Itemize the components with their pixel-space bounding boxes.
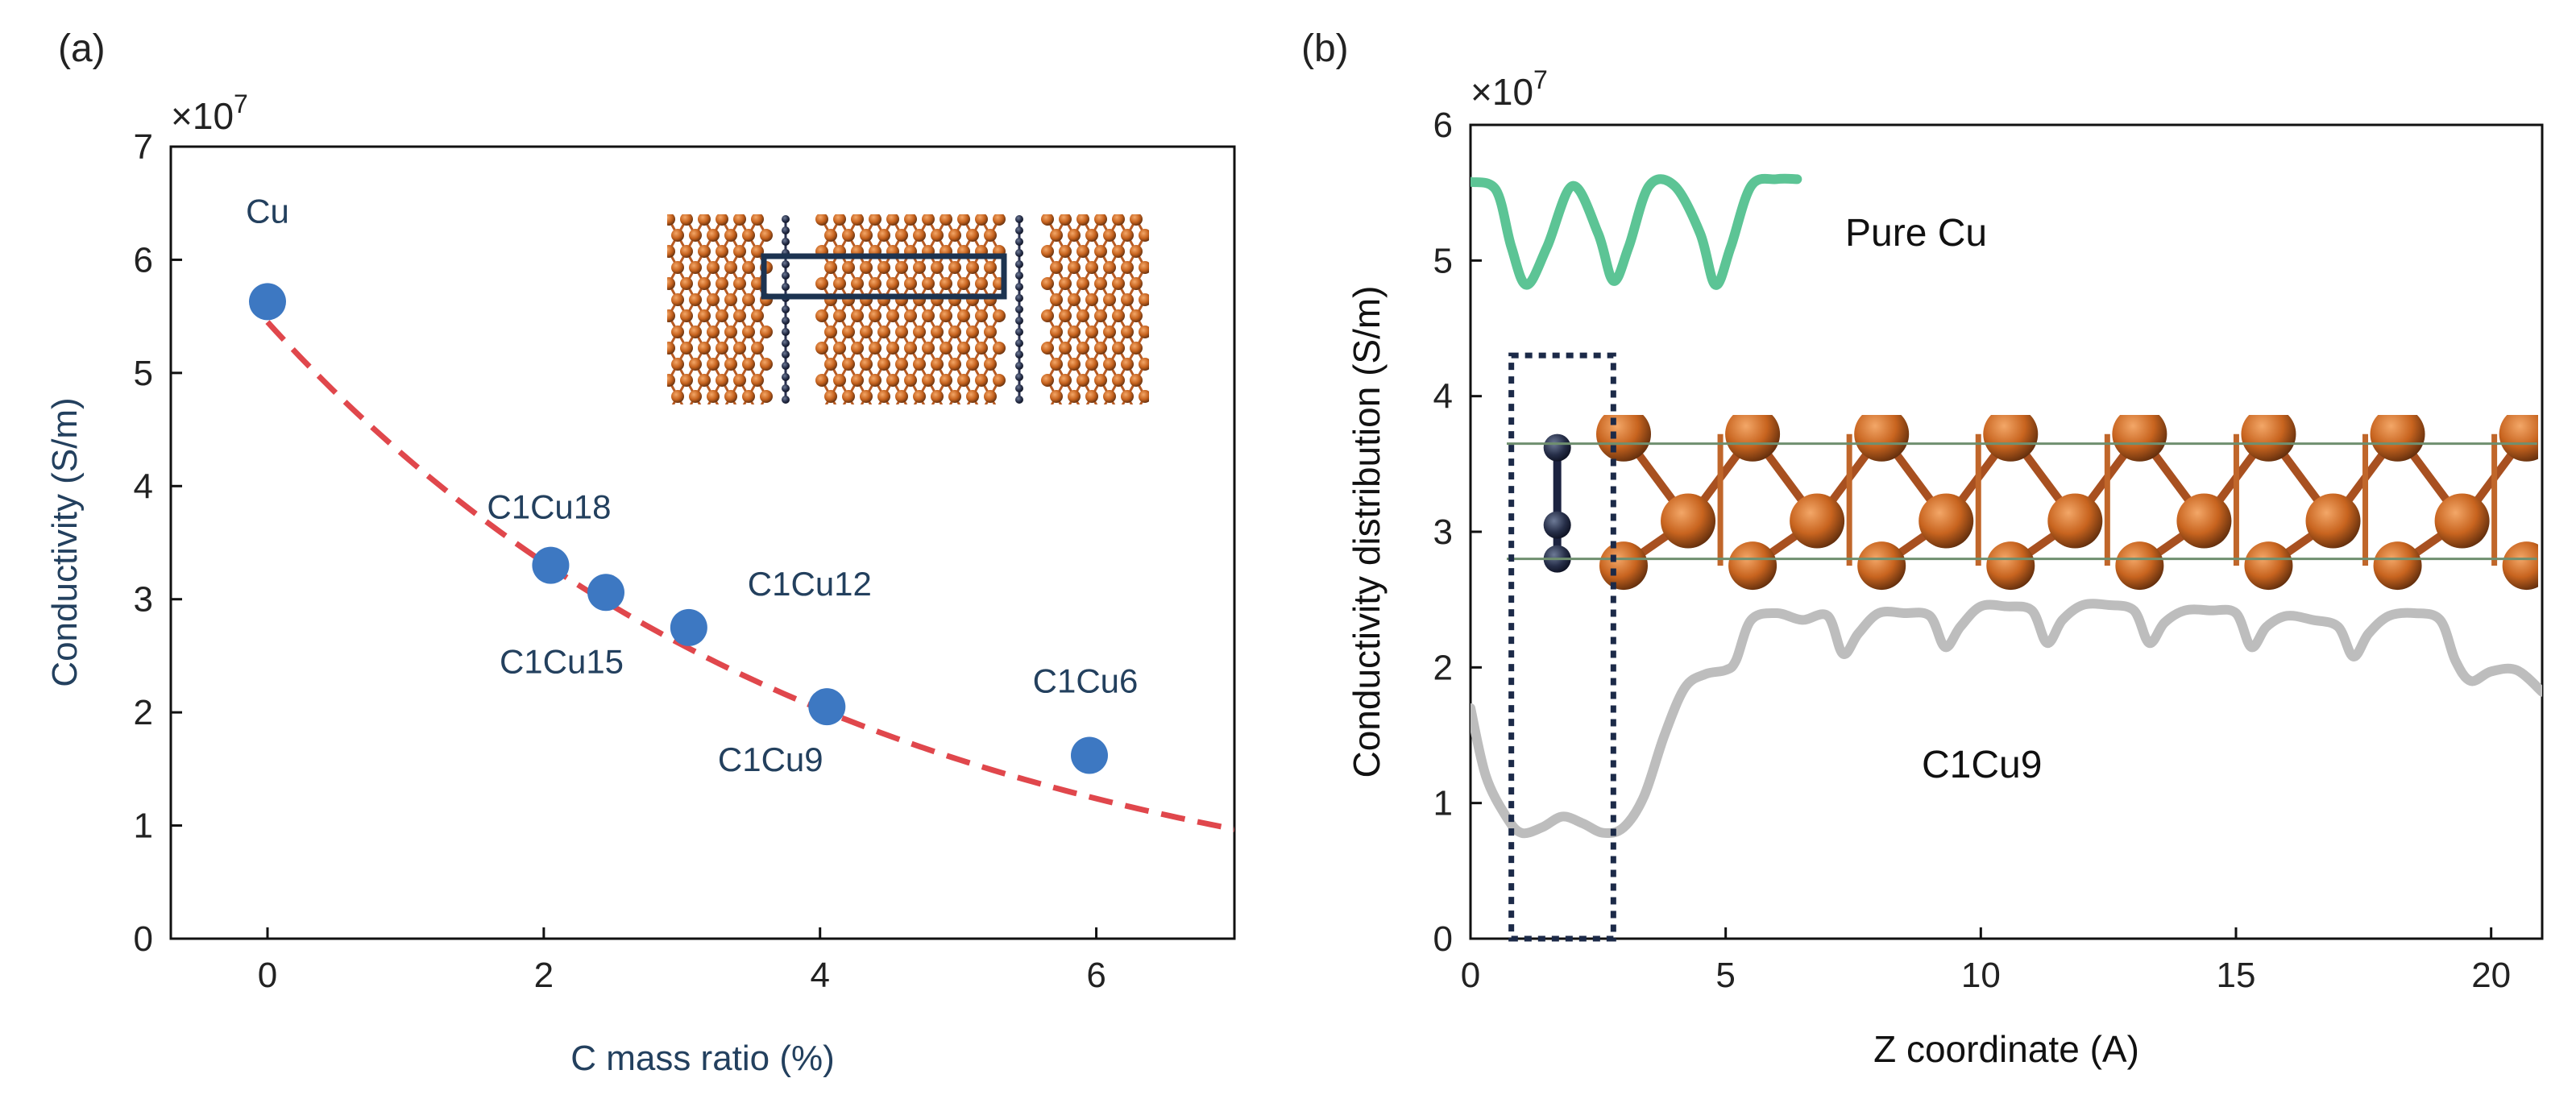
panel-a-x-tick-label: 2 [534,956,554,995]
panel-b-multiplier: ×107 [1471,65,1548,113]
panel-a-multiplier-base: ×10 [171,95,234,137]
panel-a-y-ticks: 0 1 2 3 4 5 6 7 [134,127,182,959]
panel-a-multiplier: ×107 [171,89,248,137]
panel-a-y-tick-label: 3 [134,580,153,620]
panel-a-x-ticks: 0 2 4 6 [258,927,1106,995]
data-point-c1cu6 [1071,736,1108,774]
panel-a-axes-frame [169,145,1236,940]
annotation-c1cu9: C1Cu9 [1922,744,2042,786]
panel-a-inset-lattice [667,214,1149,404]
data-point-c1cu15 [587,574,624,612]
data-point-c1cu12 [670,608,707,646]
panel-b-x-ticks: 0 5 10 15 20 [1461,927,2511,995]
panel-b-y-ticks: 0 1 2 3 4 5 6 [1433,106,1482,959]
point-label-c1cu15: C1Cu15 [500,642,624,680]
point-label-c1cu12: C1Cu12 [748,565,872,603]
panel-b-multiplier-base: ×10 [1471,71,1533,113]
panel-a-label: (a) [58,27,106,70]
panel-b-y-tick-label: 6 [1433,106,1453,145]
panel-b-y-tick-label: 3 [1433,512,1453,552]
panel-b: (b) ×107 0 1 2 3 4 5 6 0 5 10 15 20 Z coordinate (… [1301,27,2544,1070]
panel-b-inset-lattice [1507,415,2538,591]
point-label-c1cu9: C1Cu9 [718,740,823,778]
panel-b-y-axis-label: Conductivity distribution (S/m) [1346,286,1388,778]
panel-a-point-labels: Cu C1Cu18 C1Cu15 C1Cu12 C1Cu9 C1Cu6 [246,192,1138,778]
point-label-c1cu18: C1Cu18 [487,488,611,526]
panel-b-y-tick-label: 1 [1433,784,1453,823]
inset-highlight-box [761,253,1007,300]
panel-a-y-tick-label: 2 [134,693,153,732]
data-point-c1cu18 [532,546,570,584]
series-c1cu9-line [1471,599,2542,839]
panel-b-x-tick-label: 20 [2471,956,2511,995]
panel-a-y-tick-label: 5 [134,354,153,393]
panel-a-y-tick-label: 1 [134,807,153,846]
panel-a-y-tick-label: 0 [134,919,153,959]
panel-b-multiplier-exp: 7 [1533,65,1548,94]
panel-b-y-tick-label: 5 [1433,241,1453,280]
panel-a-y-tick-label: 7 [134,127,153,167]
panel-b-x-tick-label: 15 [2217,956,2256,995]
series-pure-cu-line [1471,173,1802,290]
annotation-pure-cu: Pure Cu [1845,212,1987,255]
panel-a-x-tick-label: 0 [258,956,277,995]
panel-b-y-tick-label: 2 [1433,648,1453,687]
panel-b-x-tick-label: 0 [1461,956,1480,995]
point-label-c1cu6: C1Cu6 [1033,662,1139,700]
panel-a-fit-curve [265,320,1234,832]
panel-b-x-tick-label: 5 [1715,956,1735,995]
panel-a-y-tick-label: 6 [134,240,153,280]
panel-a-y-tick-label: 4 [134,467,153,506]
panel-a-x-tick-label: 4 [810,956,829,995]
panel-a-x-tick-label: 6 [1086,956,1105,995]
panel-a-points [249,283,1108,774]
panel-b-y-tick-label: 4 [1433,377,1453,417]
panel-a-multiplier-exp: 7 [234,89,248,118]
data-point-c1cu9 [808,688,846,726]
panel-b-x-tick-label: 10 [1961,956,2001,995]
point-label-cu: Cu [246,192,289,230]
panel-b-label: (b) [1301,27,1349,70]
data-point-cu [249,283,286,321]
panel-b-x-axis-label: Z coordinate (A) [1873,1028,2139,1070]
panel-b-y-tick-label: 0 [1433,919,1453,959]
panel-a-y-axis-label: Conductivity (S/m) [45,397,85,686]
panel-a-x-axis-label: C mass ratio (%) [570,1039,835,1078]
